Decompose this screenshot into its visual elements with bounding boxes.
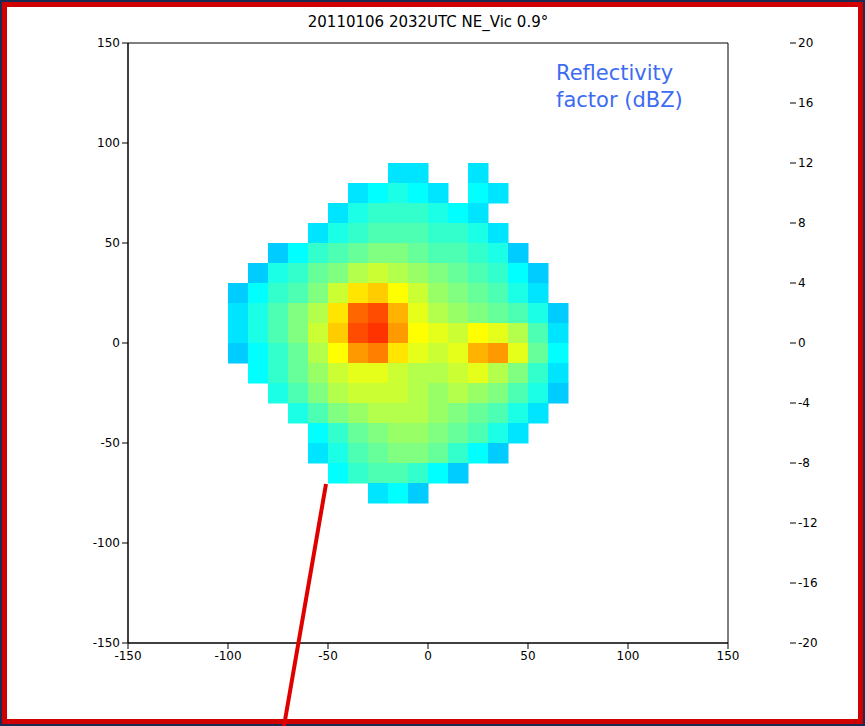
svg-text:12: 12 xyxy=(798,156,813,170)
svg-text:-8: -8 xyxy=(798,456,810,470)
svg-text:-20: -20 xyxy=(798,636,818,650)
svg-text:50: 50 xyxy=(520,649,535,663)
svg-text:-50: -50 xyxy=(318,649,338,663)
svg-text:0: 0 xyxy=(798,336,806,350)
svg-text:20: 20 xyxy=(798,36,813,50)
svg-text:150: 150 xyxy=(97,36,120,50)
svg-text:-100: -100 xyxy=(214,649,241,663)
svg-text:-16: -16 xyxy=(798,576,818,590)
svg-text:150: 150 xyxy=(717,649,740,663)
svg-text:100: 100 xyxy=(97,136,120,150)
svg-text:0: 0 xyxy=(112,336,120,350)
svg-text:-12: -12 xyxy=(798,516,818,530)
svg-text:0: 0 xyxy=(424,649,432,663)
svg-text:50: 50 xyxy=(105,236,120,250)
html-text:20110106 2032UTC NE_Vic 0.9°: 20110106 2032UTC NE_Vic 0.9° xyxy=(307,13,549,31)
svg-text:16: 16 xyxy=(798,96,813,110)
svg-text:8: 8 xyxy=(798,216,806,230)
svg-text:4: 4 xyxy=(798,276,806,290)
svg-text:-50: -50 xyxy=(100,436,120,450)
html-text:factor (dBZ): factor (dBZ) xyxy=(556,88,683,113)
svg-text:-150: -150 xyxy=(93,636,120,650)
svg-text:-150: -150 xyxy=(114,649,141,663)
svg-text:-4: -4 xyxy=(798,396,810,410)
svg-text:-100: -100 xyxy=(93,536,120,550)
svg-text:100: 100 xyxy=(617,649,640,663)
html-text:Reflectivity: Reflectivity xyxy=(556,61,674,85)
